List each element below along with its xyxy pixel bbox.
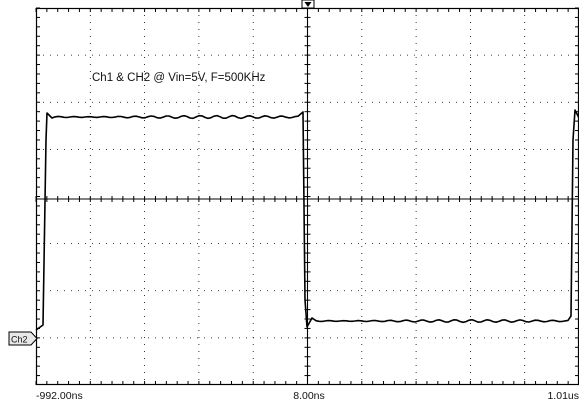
trigger-arrow-icon[interactable] xyxy=(301,0,315,9)
channel-pointer-icon[interactable]: Ch2 xyxy=(8,331,38,346)
time-label-right: 1.01us xyxy=(547,390,579,402)
time-label-left: -992.00ns xyxy=(36,390,83,402)
waveform-trace xyxy=(35,109,579,331)
annotation-text: Ch1 & CH2 @ Vin=5V, F=500KHz xyxy=(92,72,266,84)
graticule xyxy=(35,7,579,386)
time-label-center: 8.00ns xyxy=(293,390,325,402)
channel-marker-label: Ch2 xyxy=(11,335,28,345)
